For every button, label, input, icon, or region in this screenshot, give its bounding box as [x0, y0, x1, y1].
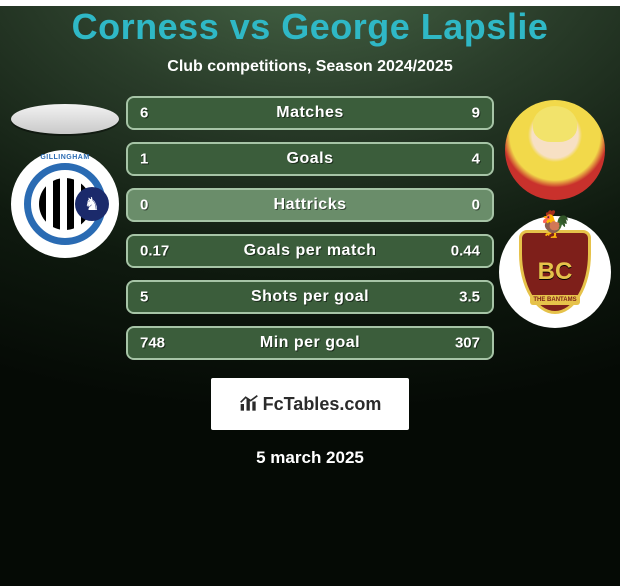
comparison-date: 5 march 2025: [0, 448, 620, 468]
horse-icon: ♞: [75, 187, 109, 221]
chart-icon: [239, 394, 259, 414]
footer-brand-badge[interactable]: FcTables.com: [211, 378, 409, 430]
stat-bar: 0 Hattricks 0: [126, 188, 494, 222]
stat-label: Min per goal: [260, 334, 360, 352]
player-left-avatar: [11, 104, 119, 134]
player-right-avatar: [505, 100, 605, 200]
stat-label: Shots per goal: [251, 288, 369, 306]
club-left-name-arc: GILLINGHAM: [11, 154, 119, 161]
stat-bar: 5 Shots per goal 3.5: [126, 280, 494, 314]
stat-bar: 6 Matches 9: [126, 96, 494, 130]
club-right-ribbon: THE BANTAMS: [530, 295, 580, 305]
right-column: 🐓 BC THE BANTAMS: [500, 96, 610, 328]
stat-bar: 748 Min per goal 307: [126, 326, 494, 360]
fctables-logo: FcTables.com: [239, 394, 382, 415]
stats-column: 6 Matches 9 1 Goals 4 0 Hattricks 0 0.17 Goals per…: [120, 96, 500, 360]
club-left-crest: GILLINGHAM ♞: [11, 150, 119, 258]
stat-label: Goals per match: [244, 242, 377, 260]
stat-value-right: 9: [472, 105, 480, 122]
stat-label: Hattricks: [274, 196, 347, 214]
stat-value-left: 6: [140, 105, 148, 122]
rooster-icon: 🐓: [539, 209, 571, 240]
stat-label: Goals: [287, 150, 334, 168]
stat-value-right: 4: [472, 151, 480, 168]
stat-value-right: 0.44: [451, 243, 480, 260]
stat-value-left: 0: [140, 197, 148, 214]
stat-bar: 1 Goals 4: [126, 142, 494, 176]
stat-value-left: 1: [140, 151, 148, 168]
stat-fill-left: [128, 144, 201, 174]
stat-value-right: 3.5: [459, 289, 480, 306]
stat-fill-left: [128, 98, 274, 128]
footer-brand-text: FcTables.com: [263, 394, 382, 415]
stat-value-left: 5: [140, 289, 148, 306]
club-right-initials: BC: [538, 258, 573, 286]
stat-value-right: 0: [472, 197, 480, 214]
stat-value-left: 748: [140, 335, 165, 352]
stat-bar: 0.17 Goals per match 0.44: [126, 234, 494, 268]
stat-value-left: 0.17: [140, 243, 169, 260]
stat-value-right: 307: [455, 335, 480, 352]
page-subtitle: Club competitions, Season 2024/2025: [0, 58, 620, 76]
club-right-crest: 🐓 BC THE BANTAMS: [499, 216, 611, 328]
comparison-row: GILLINGHAM ♞ 6Matches91Goals40Hattricks0…: [0, 96, 620, 360]
stat-fill-right: [201, 144, 492, 174]
page-title: Corness vs George Lapslie: [0, 6, 620, 48]
left-column: GILLINGHAM ♞: [10, 96, 120, 258]
stat-label: Matches: [276, 104, 344, 122]
